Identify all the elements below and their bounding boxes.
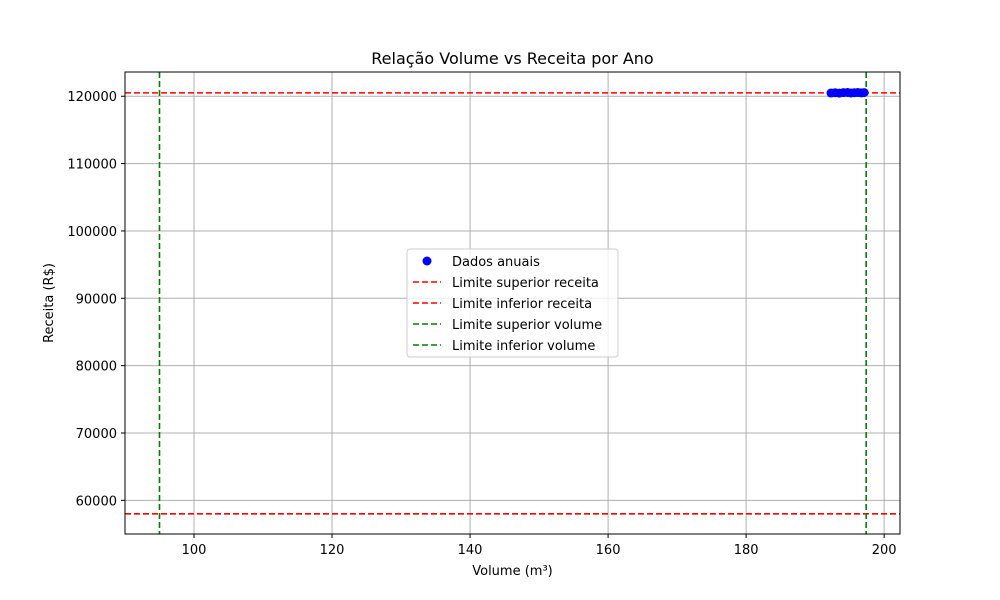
legend-box xyxy=(406,248,619,358)
scatter-point xyxy=(859,88,869,98)
y-tick-label: 80000 xyxy=(76,360,117,375)
legend-marker xyxy=(422,256,432,266)
y-tick-label: 70000 xyxy=(76,427,117,442)
legend-label: Limite inferior receita xyxy=(452,297,592,312)
y-axis-ticks: 60000 70000 80000 90000 100000 110000 120000 xyxy=(67,90,125,509)
legend: Dados anuais Limite superior receita Limit… xyxy=(406,248,619,358)
y-tick-label: 100000 xyxy=(67,225,117,240)
x-axis-ticks: 100 120 140 160 180 200 xyxy=(182,534,897,558)
scatter-points xyxy=(826,87,869,98)
x-tick-label: 160 xyxy=(596,543,621,558)
chart-title: Relação Volume vs Receita por Ano xyxy=(371,49,653,68)
plot-frame xyxy=(124,71,901,535)
x-tick-label: 180 xyxy=(734,543,759,558)
legend-label: Limite inferior volume xyxy=(452,339,595,354)
legend-label: Dados anuais xyxy=(452,255,540,270)
legend-label: Limite superior volume xyxy=(452,318,602,333)
reference-lines xyxy=(125,72,900,534)
y-axis-label: Receita (R$) xyxy=(42,263,57,343)
x-tick-label: 140 xyxy=(458,543,483,558)
y-tick-label: 110000 xyxy=(67,158,117,173)
y-tick-label: 60000 xyxy=(76,494,117,509)
legend-label: Limite superior receita xyxy=(452,276,599,291)
x-axis-label: Volume (m³) xyxy=(472,564,553,579)
x-tick-label: 200 xyxy=(872,543,897,558)
x-tick-label: 120 xyxy=(320,543,345,558)
y-tick-label: 90000 xyxy=(76,292,117,307)
x-tick-label: 100 xyxy=(182,543,207,558)
y-tick-label: 120000 xyxy=(67,90,117,105)
